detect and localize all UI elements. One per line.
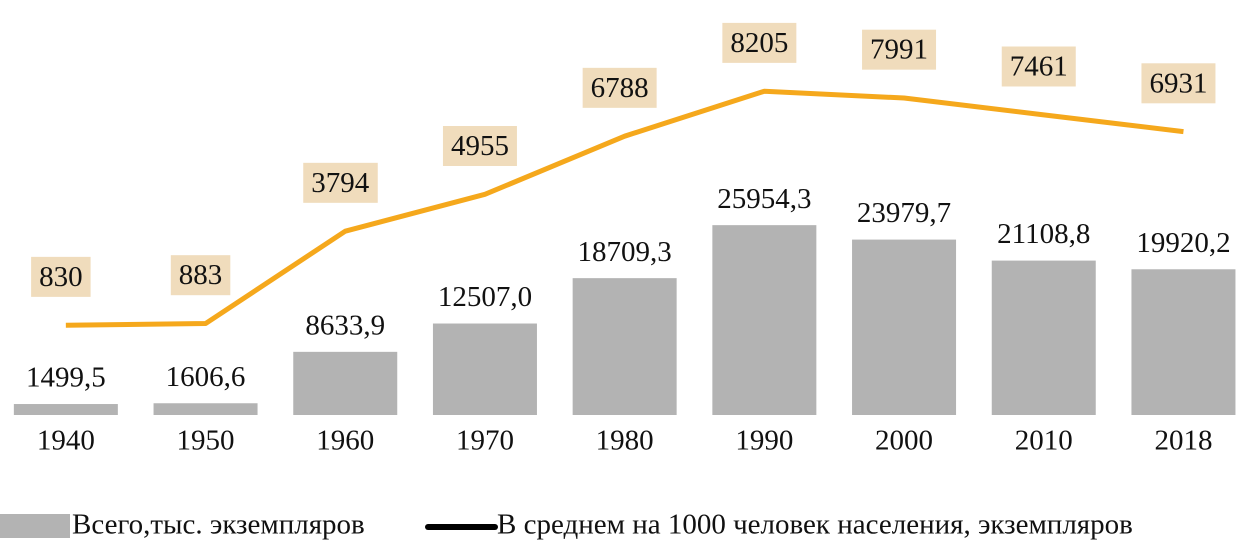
legend-label: Всего,тыс. экземпляров: [72, 509, 365, 541]
bar: [153, 403, 258, 415]
line-value-label: 7461: [1001, 46, 1076, 87]
line-value-text: 830: [39, 261, 83, 293]
line-value-label: 883: [170, 255, 231, 296]
x-tick-label: 2018: [1154, 425, 1212, 457]
line-value-box: [170, 255, 231, 296]
bar-value-label: 12507,0: [438, 281, 532, 313]
line-value-text: 4955: [451, 130, 509, 162]
line-value-text: 6931: [1149, 67, 1207, 99]
line-value-label: 3794: [303, 162, 378, 203]
bar: [432, 323, 537, 415]
line: [65, 88, 1184, 328]
line-value-box: [582, 67, 657, 108]
x-tick-label: 2010: [1015, 425, 1073, 457]
line-value-box: [722, 22, 797, 63]
bar: [572, 278, 677, 415]
line-value-label: 830: [31, 256, 91, 297]
line-value-box: [862, 29, 937, 70]
bar-value-label: 1499,5: [26, 362, 106, 394]
x-tick-label: 1970: [456, 425, 514, 457]
bar-value-label: 21108,8: [997, 218, 1090, 250]
line-value-text: 8205: [730, 27, 788, 59]
bar: [852, 239, 957, 415]
line-value-text: 883: [179, 259, 223, 291]
line-value-box: [442, 125, 517, 166]
line-value-text: 7461: [1010, 50, 1068, 82]
line-value-label: 6788: [582, 67, 657, 108]
line-value-label: 6931: [1141, 63, 1216, 104]
line-value-label: 8205: [722, 22, 797, 63]
bar-value-label: 23979,7: [857, 197, 951, 229]
x-tick-label: 1960: [316, 425, 374, 457]
bar: [293, 351, 398, 415]
bar-value-label: 8633,9: [305, 310, 385, 342]
bar: [991, 260, 1096, 415]
bar-value-label: 18709,3: [578, 236, 672, 268]
line-value-label: 7991: [862, 29, 937, 70]
bar-value-label: 1606,6: [166, 361, 246, 393]
x-tick-label: 2000: [875, 425, 933, 457]
x-tick-label: 1980: [596, 425, 654, 457]
bar: [13, 404, 118, 415]
bar: [1131, 269, 1236, 415]
line-value-box: [303, 162, 378, 203]
line-value-box: [1141, 63, 1216, 104]
x-tick-label: 1990: [735, 425, 793, 457]
x-tick-label: 1950: [177, 425, 235, 457]
legend-swatch: [0, 514, 70, 538]
bar: [712, 225, 817, 415]
line-value-text: 6788: [591, 72, 649, 104]
line-value-label: 4955: [442, 125, 517, 166]
line-value-box: [1001, 46, 1076, 87]
bar-value-label: 19920,2: [1136, 227, 1230, 259]
bar-value-label: 25954,3: [717, 183, 811, 215]
x-tick-label: 1940: [37, 425, 95, 457]
line-value-text: 3794: [311, 167, 370, 199]
legend-label: В среднем на 1000 человек населения, экз…: [497, 509, 1133, 541]
line-value-box: [31, 256, 91, 297]
line-value-text: 7991: [870, 34, 928, 66]
